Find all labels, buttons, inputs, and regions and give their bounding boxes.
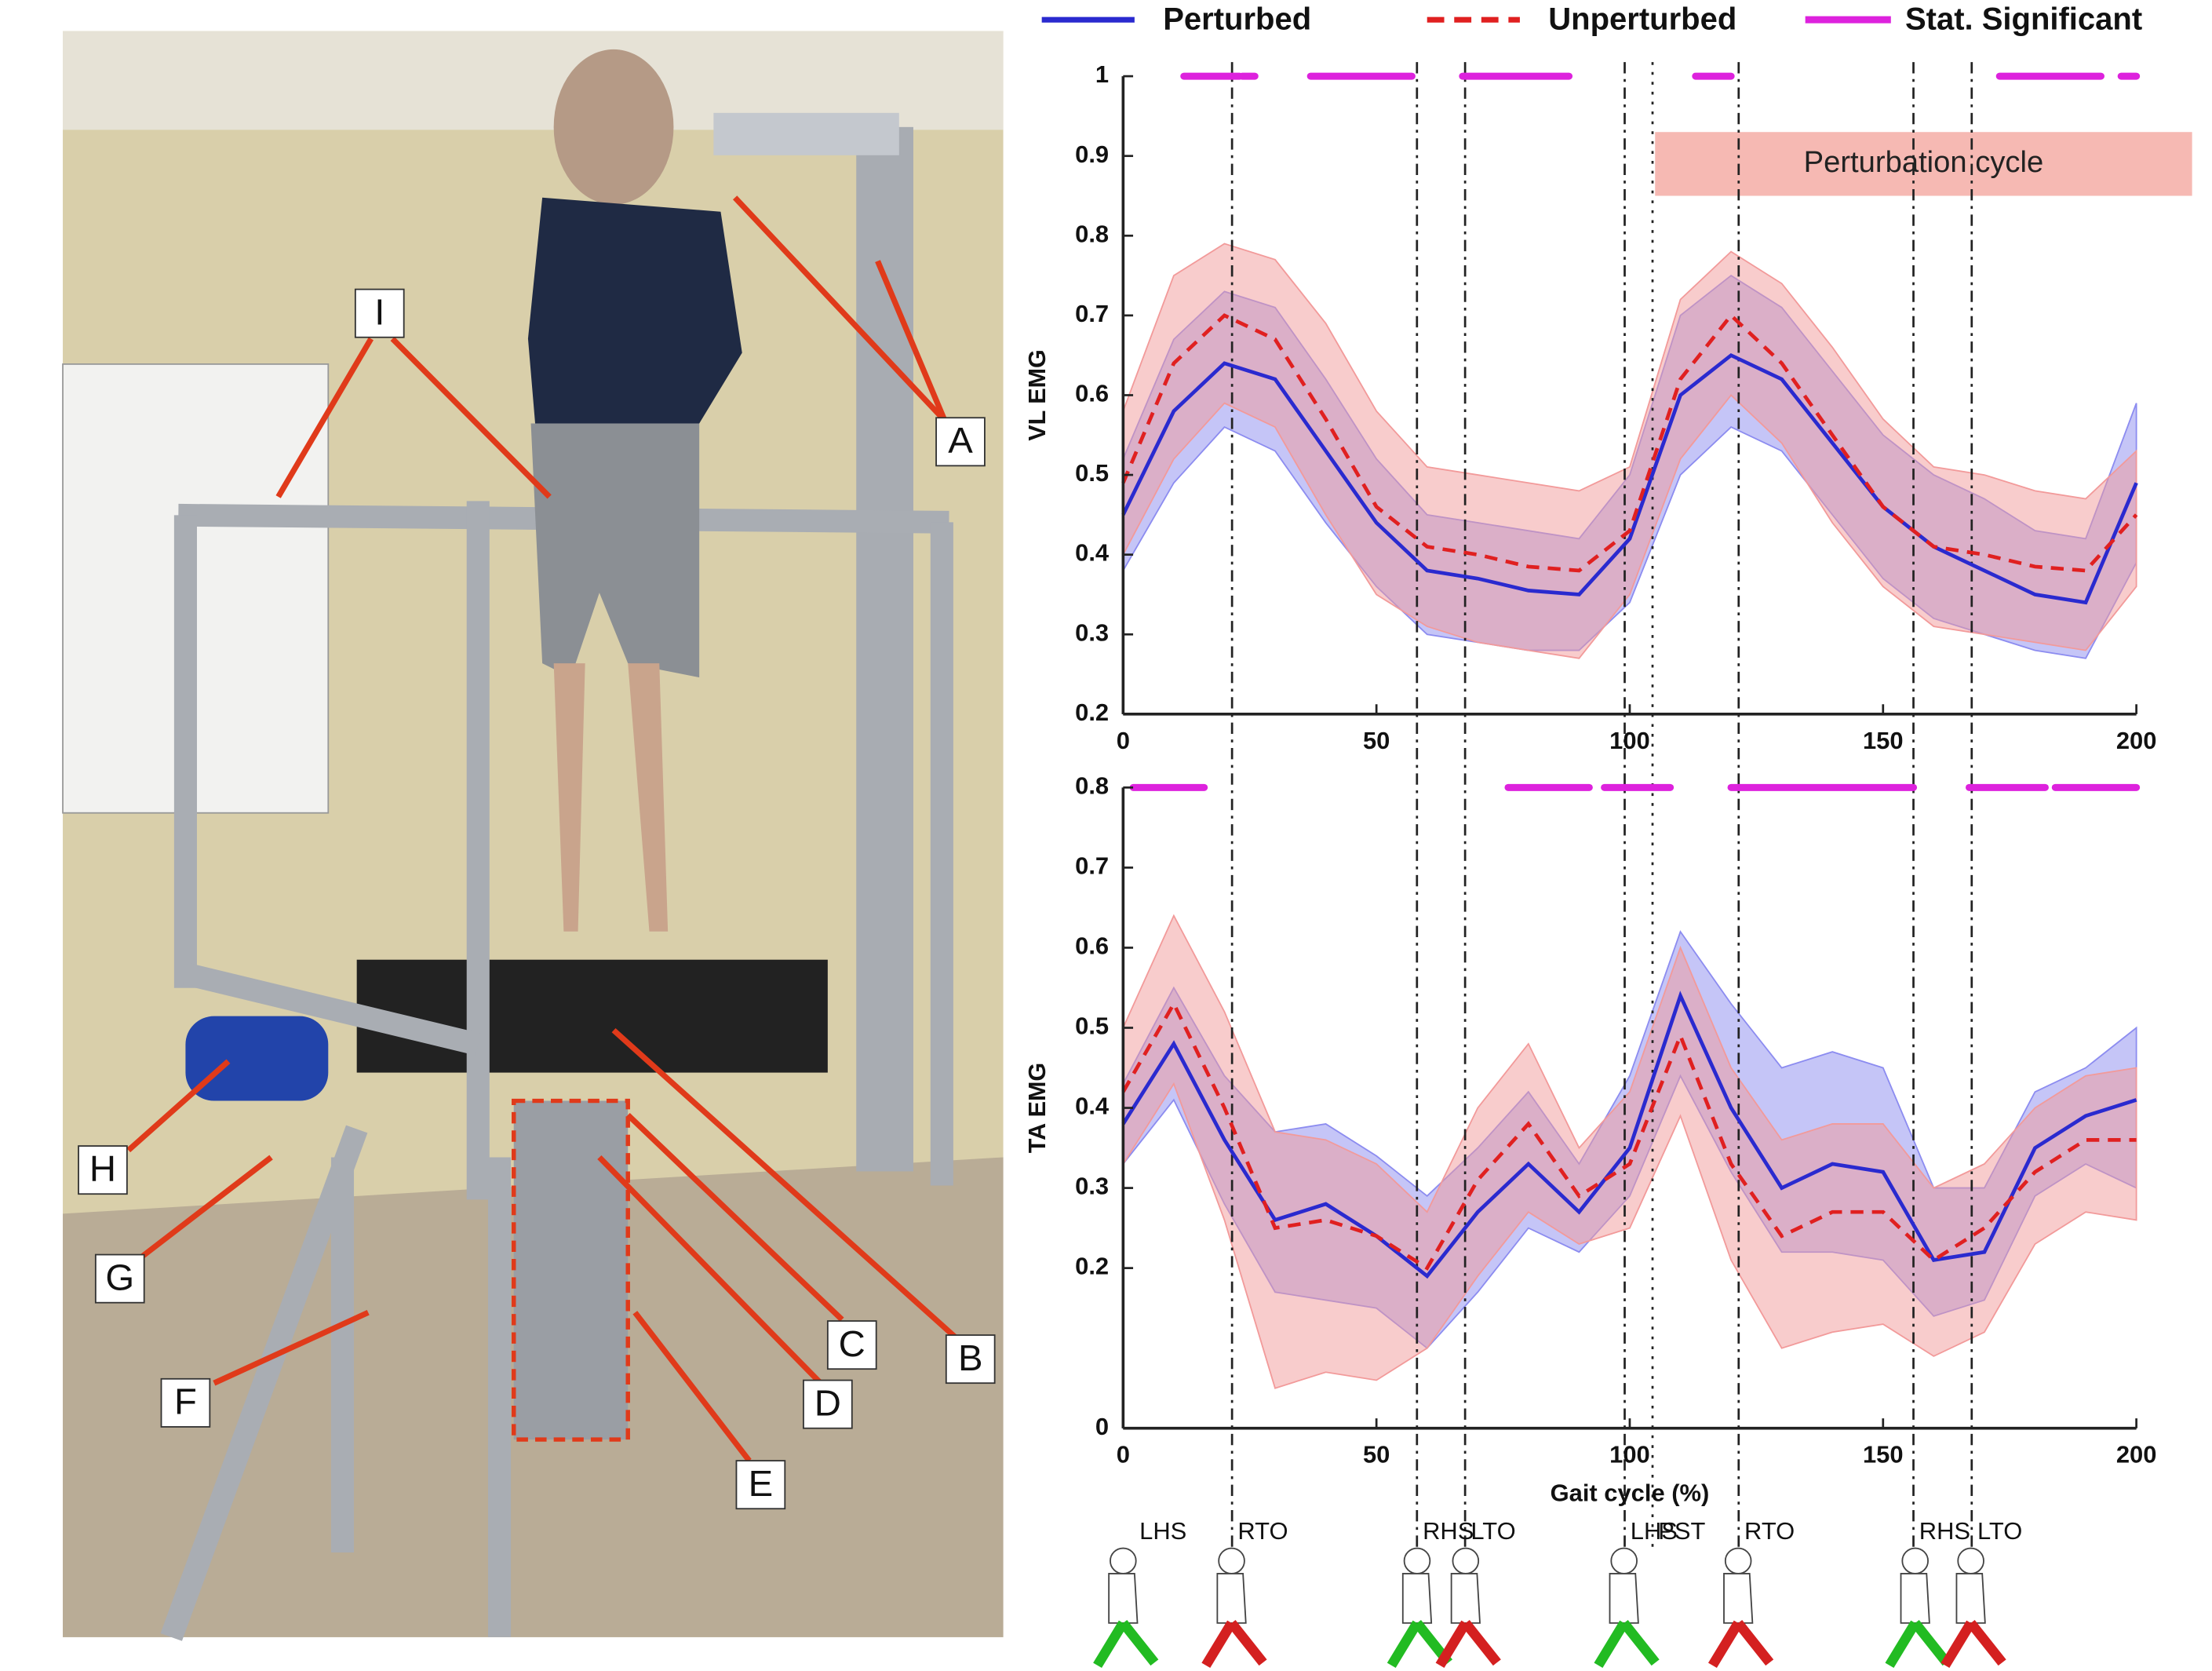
figure-head: [1452, 1549, 1478, 1574]
photo: I A H G F C B DE: [63, 31, 1004, 1637]
figure-leg: [1712, 1623, 1769, 1666]
legend-label: Perturbed: [1163, 2, 1311, 37]
y-tick-label: 0.4: [1075, 1093, 1109, 1120]
figure: I A H G F C B DE Perturbation cycle 0.2 0.3 0.4 0.5…: [0, 0, 2212, 1671]
y-tick-label: 0.7: [1075, 852, 1109, 880]
actuator: [514, 1101, 628, 1440]
x-tick-label: 100: [1609, 1441, 1650, 1469]
figure-head: [1611, 1549, 1637, 1574]
band: [1123, 916, 2136, 1388]
y-tick-label: 0.8: [1075, 221, 1109, 248]
event-label: LHS: [1139, 1517, 1186, 1545]
figure-leg: [1098, 1623, 1155, 1666]
y-tick-label: 0.4: [1075, 539, 1109, 567]
figure-body: [1403, 1574, 1431, 1623]
y-tick-label: 0.2: [1075, 1253, 1109, 1280]
y-tick-label: 0.5: [1075, 459, 1109, 487]
y-tick-label: 0.3: [1075, 619, 1109, 647]
figure-head: [1902, 1549, 1928, 1574]
y-tick-label: 1: [1095, 60, 1109, 88]
photo-label: G: [105, 1257, 134, 1298]
photo-label: B: [958, 1337, 983, 1378]
motor: [185, 1016, 328, 1101]
legend-label: Stat. Significant: [1905, 2, 2142, 37]
photo-label: E: [749, 1462, 774, 1504]
event-label: LTO: [1470, 1517, 1515, 1545]
y-tick-label: 0.7: [1075, 300, 1109, 327]
y-tick-label: 0.8: [1075, 772, 1109, 800]
event-label: RHS: [1423, 1517, 1474, 1545]
treadmill: [357, 960, 828, 1073]
figure-body: [1217, 1574, 1245, 1623]
y-tick-label: 0.9: [1075, 140, 1109, 168]
figure-body: [1109, 1574, 1137, 1623]
event-label: LTO: [1977, 1517, 2022, 1545]
x-tick-label: 50: [1363, 727, 1390, 754]
y-tick-label: 0.3: [1075, 1173, 1109, 1200]
figure-head: [1405, 1549, 1430, 1574]
figure-body: [1610, 1574, 1638, 1623]
photo-label: D: [814, 1382, 841, 1424]
figure-body: [1956, 1574, 1984, 1623]
x-tick-label: 0: [1117, 727, 1130, 754]
figure-leg: [1206, 1623, 1263, 1666]
x-tick-label: 50: [1363, 1441, 1390, 1469]
y-tick-label: 0.2: [1075, 699, 1109, 726]
head: [554, 49, 674, 205]
y-tick-label: 0.6: [1075, 380, 1109, 407]
event-label: RTO: [1744, 1517, 1795, 1545]
boom: [713, 113, 898, 155]
figure-leg: [1945, 1623, 2002, 1666]
x-tick-label: 200: [2116, 1441, 2157, 1469]
event-label: RTO: [1237, 1517, 1288, 1545]
figure-body: [1901, 1574, 1930, 1623]
x-tick-label: 100: [1609, 727, 1650, 754]
figure-leg: [1598, 1623, 1656, 1666]
y-axis-label: VL EMG: [1023, 349, 1051, 441]
y-tick-label: 0: [1095, 1413, 1109, 1440]
event-label: PST: [1658, 1517, 1705, 1545]
figure-body: [1724, 1574, 1752, 1623]
figure-head: [1958, 1549, 1984, 1574]
x-tick-label: 0: [1117, 1441, 1130, 1469]
x-axis-label: Gait cycle (%): [1551, 1479, 1710, 1506]
photo-label: A: [948, 419, 973, 461]
figure-head: [1110, 1549, 1136, 1574]
event-label: RHS: [1919, 1517, 1970, 1545]
figure-leg: [1440, 1623, 1497, 1666]
x-tick-label: 150: [1863, 1441, 1904, 1469]
y-tick-label: 0.5: [1075, 1012, 1109, 1040]
legend-label: Unperturbed: [1548, 2, 1736, 37]
charts: Perturbation cycle 0.2 0.3 0.4 0.5 0.6 0.7 0.8 0…: [1023, 2, 2192, 1552]
figure-head: [1726, 1549, 1751, 1574]
y-axis-label: TA EMG: [1023, 1063, 1051, 1153]
figure-leg: [1889, 1623, 1947, 1666]
photo-label: I: [374, 291, 384, 333]
annotation-text: Perturbation cycle: [1804, 146, 2044, 179]
x-tick-label: 150: [1863, 727, 1904, 754]
x-tick-label: 200: [2116, 727, 2157, 754]
figure-body: [1452, 1574, 1480, 1623]
y-tick-label: 0.6: [1075, 932, 1109, 960]
gait-figures: [1098, 1549, 2002, 1666]
figure-head: [1219, 1549, 1244, 1574]
photo-label: F: [174, 1381, 197, 1422]
photo-label: C: [839, 1323, 865, 1364]
photo-label: H: [89, 1147, 116, 1189]
shirt: [528, 198, 742, 424]
